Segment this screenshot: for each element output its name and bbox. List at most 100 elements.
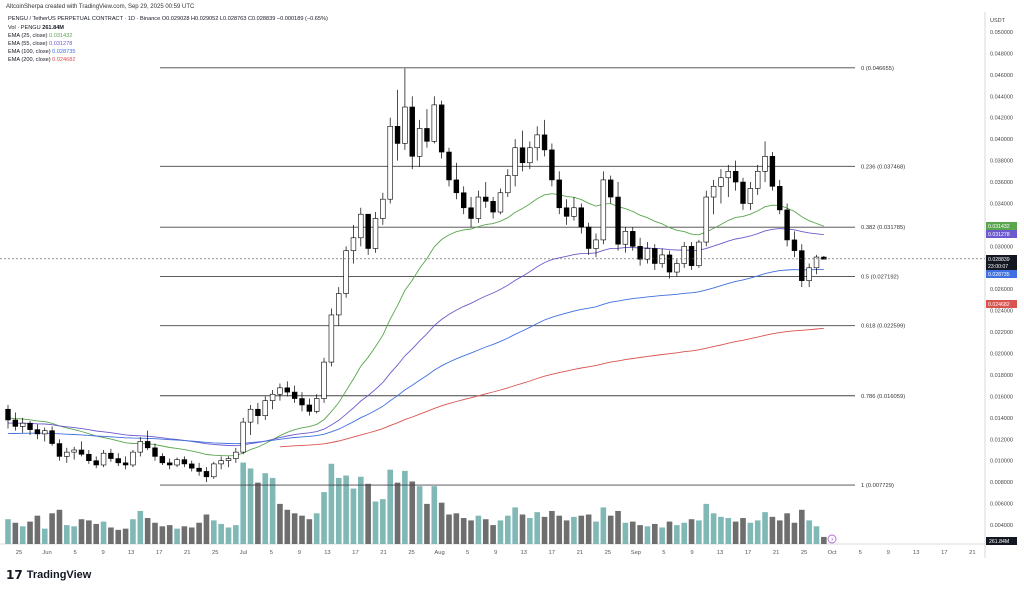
time-tick-label: 13 — [128, 550, 134, 556]
candle-body — [115, 458, 121, 464]
volume-bar — [688, 519, 695, 544]
candle-body — [754, 171, 761, 189]
candle-body — [813, 256, 820, 269]
candle-body — [483, 196, 489, 202]
candle-body — [593, 239, 599, 249]
time-tick-label: 5 — [859, 550, 862, 556]
price-tick-label: 0.008000 — [990, 480, 1013, 486]
candle-body — [431, 104, 437, 142]
candle-body — [688, 246, 695, 266]
fib-level-label: 1 (0.007729) — [861, 483, 894, 489]
volume-bar — [740, 518, 746, 544]
volume-bar — [313, 513, 320, 544]
candle-body — [365, 213, 371, 249]
ema25-value: 0.031432 — [49, 33, 73, 39]
candle-body — [167, 462, 173, 466]
volume-bar — [64, 525, 70, 544]
price-tick-label: 0.030000 — [990, 244, 1013, 250]
volume-price-tag: 261.84M — [989, 539, 1009, 545]
volume-bar — [710, 513, 717, 544]
volume-bar — [188, 527, 195, 544]
volume-bar — [402, 470, 408, 544]
volume-bar — [211, 520, 217, 544]
time-tick-label: 25 — [801, 550, 807, 556]
candle-body — [497, 192, 504, 213]
volume-bar — [306, 519, 313, 544]
candle-body — [306, 404, 313, 412]
candle-body — [93, 460, 99, 466]
candle-body — [71, 449, 77, 453]
candle-body — [343, 250, 349, 294]
volume-bar — [762, 512, 768, 544]
volume-bar — [666, 521, 673, 544]
price-tick-label: 0.014000 — [990, 416, 1013, 422]
volume-bar — [100, 521, 107, 544]
ema25-price-tag: 0.031432 — [988, 224, 1010, 230]
volume-bar — [343, 475, 349, 544]
ema200-price-tag-bg — [986, 300, 1017, 308]
volume-bar — [71, 526, 77, 544]
volume-bar — [34, 515, 41, 544]
volume-bar — [328, 463, 335, 544]
volume-bar — [203, 514, 210, 544]
price-tick-label: 0.050000 — [990, 30, 1013, 36]
volume-bar — [291, 513, 298, 544]
candle-body — [666, 254, 673, 273]
volume-bar — [468, 520, 474, 544]
volume-bar — [233, 525, 239, 544]
time-axis[interactable]: 25 Jun 5 9 13 17 21 25 Jul 5 9 13 17 21 25 Aug 5 9 13 17 21 2… — [16, 550, 976, 556]
volume-bar — [380, 499, 386, 544]
fibonacci-retracement[interactable]: 0 (0.046655) 0.236 (0.037468) 0.382 (0.031… — [160, 66, 905, 489]
time-tick-label: 21 — [380, 550, 386, 556]
candle-body — [262, 400, 268, 416]
candle-body — [350, 237, 357, 251]
candle-body — [233, 451, 239, 459]
last-price-tag: 0.028839 — [988, 257, 1010, 263]
price-tick-label: 0.046000 — [990, 73, 1013, 79]
volume-label: Vol · PENGU — [8, 25, 41, 31]
volume-bar — [674, 525, 680, 544]
volume-bar — [218, 523, 224, 544]
volume-bar — [5, 519, 11, 544]
ema55-line — [7, 228, 824, 447]
volume-bar — [505, 515, 511, 544]
candle-body — [291, 391, 298, 399]
goto-realtime-icon[interactable]: ⚡ — [827, 534, 837, 544]
price-tick-label: 0.024000 — [990, 309, 1013, 315]
candle-body — [402, 106, 408, 144]
candle-body — [86, 453, 92, 461]
volume-bar — [41, 528, 48, 544]
volume-bar — [262, 473, 269, 544]
candle-body — [615, 196, 621, 245]
volume-bar — [387, 469, 393, 544]
volume-bar — [806, 520, 812, 544]
candle-body — [534, 134, 540, 149]
ema200-line — [279, 327, 824, 448]
candle-body — [732, 171, 739, 183]
volume-bar — [453, 513, 460, 544]
volume-bar — [115, 529, 122, 544]
candle-body — [240, 421, 246, 453]
ema100-price-tag: 0.028735 — [988, 272, 1010, 278]
candle-body — [424, 128, 430, 142]
ema100-price-tag-bg — [986, 270, 1017, 278]
time-tick-label: Oct — [828, 550, 837, 556]
volume-bar — [56, 509, 63, 544]
price-tick-label: 0.020000 — [990, 352, 1013, 358]
candle-body — [556, 179, 562, 209]
candle-body — [358, 213, 364, 239]
volume-bar — [321, 492, 327, 544]
volume-bar — [19, 526, 26, 544]
candle-body — [380, 198, 386, 219]
candle-body — [328, 314, 335, 363]
fib-level-label: 0.382 (0.031785) — [861, 225, 905, 231]
time-tick-label: 21 — [184, 550, 190, 556]
candle-body — [372, 218, 379, 249]
volume-bar — [725, 518, 732, 544]
volume-bar — [718, 516, 724, 544]
price-tick-label: 0.022000 — [990, 330, 1013, 336]
price-tick-label: 0.044000 — [990, 94, 1013, 100]
price-tick-label: 0.026000 — [990, 287, 1013, 293]
